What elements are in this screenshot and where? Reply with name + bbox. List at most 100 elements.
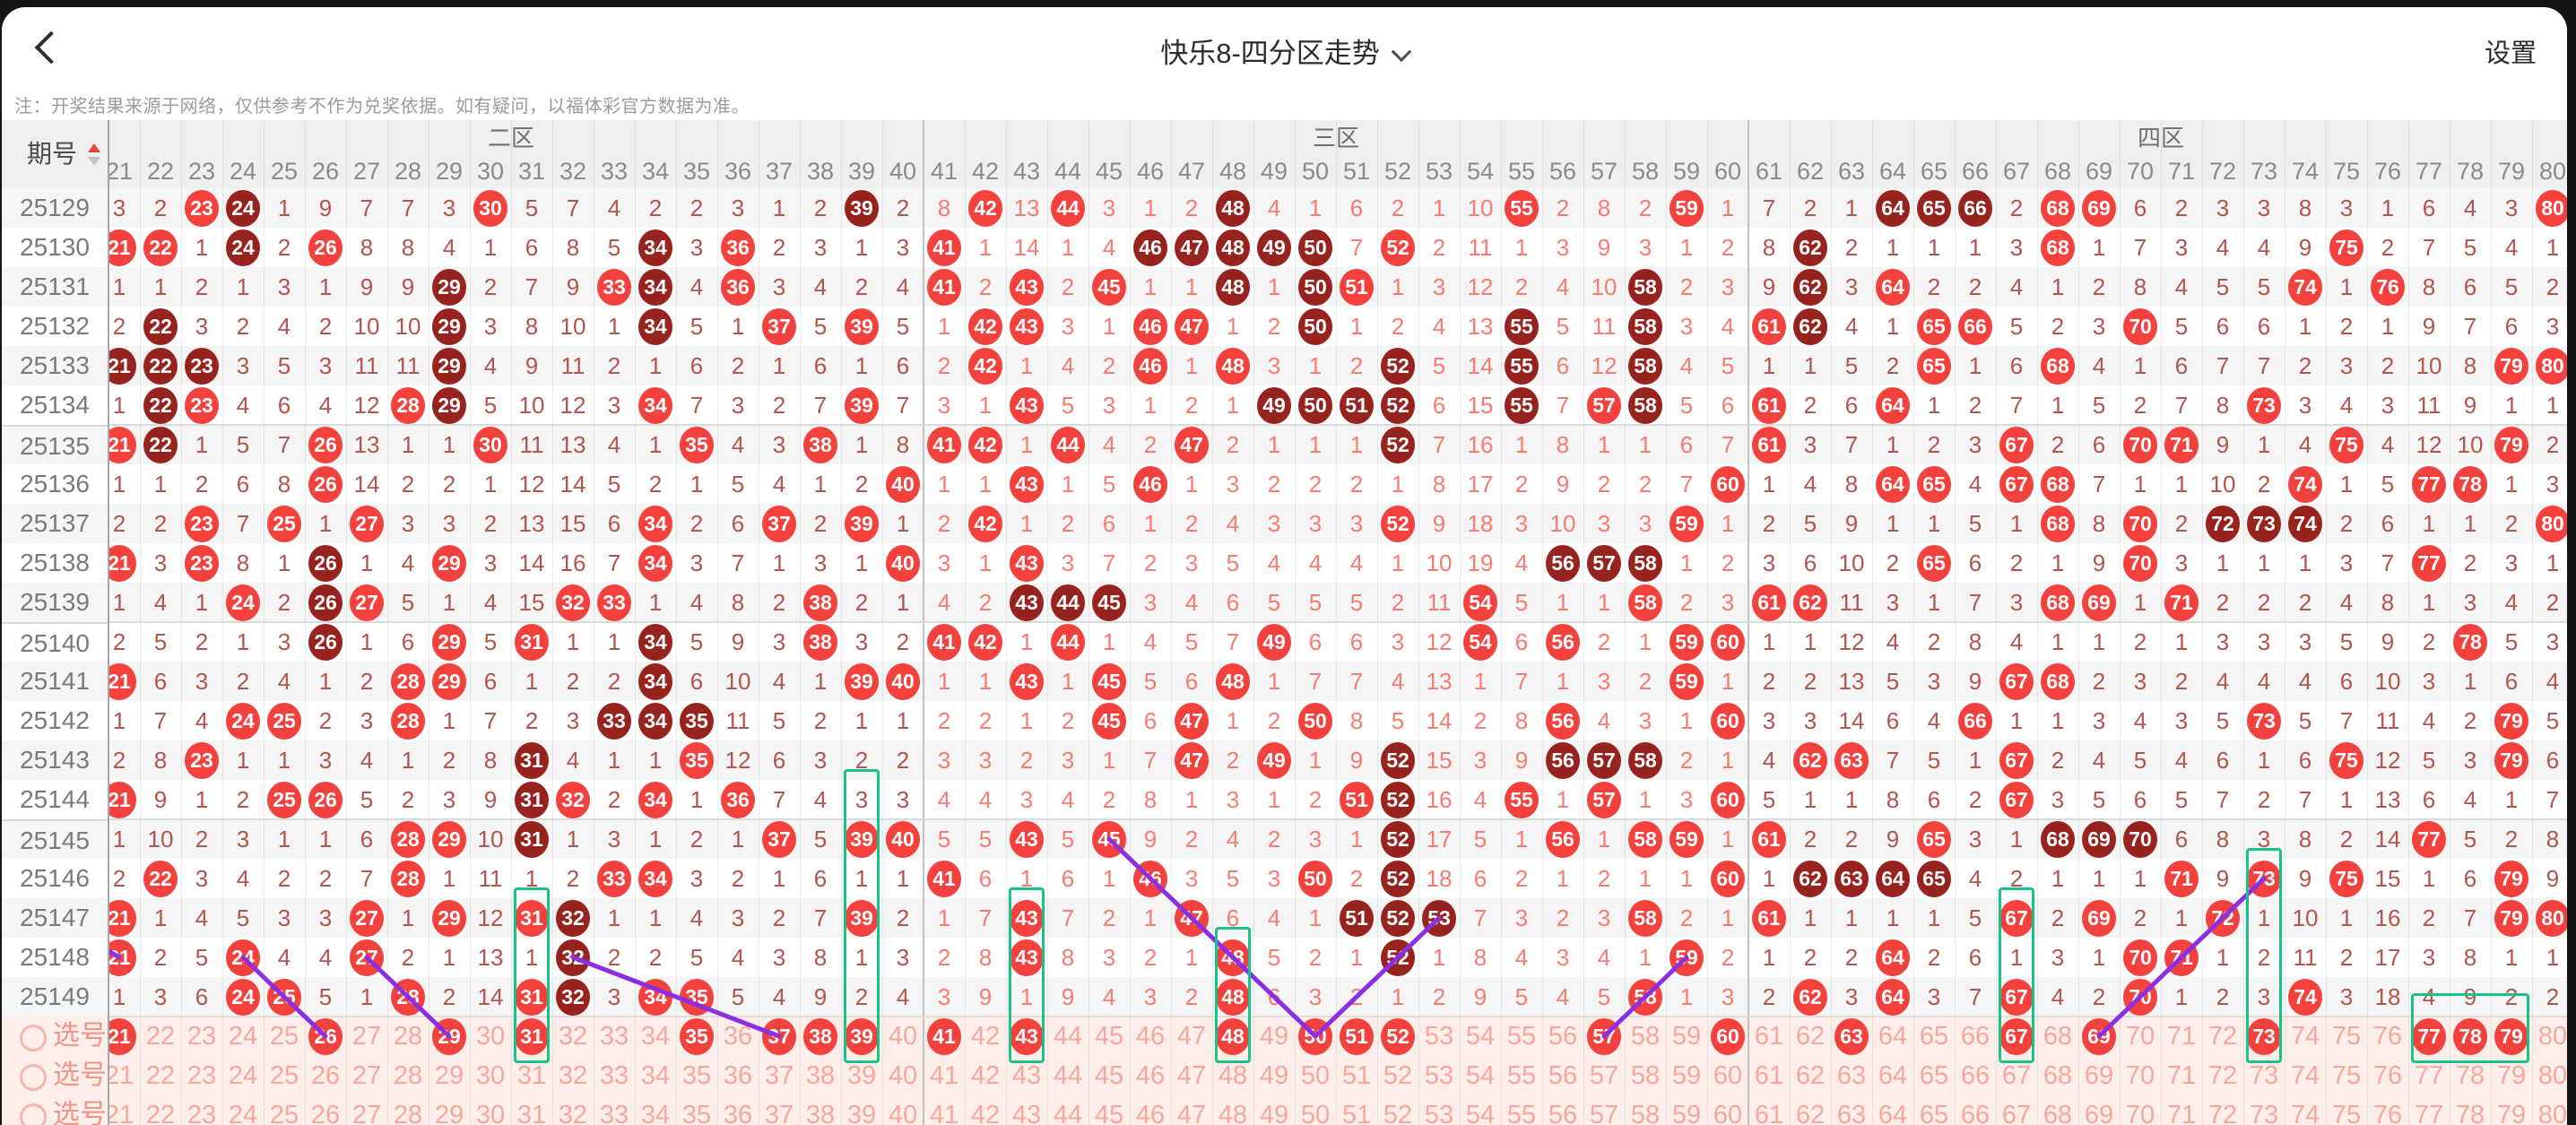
selectable-number-76[interactable]: 76 [2372,1022,2403,1051]
selectable-number-69[interactable]: 69 [2084,1061,2114,1090]
selectable-number-69[interactable]: 69 [2084,1101,2114,1125]
selectable-number-49[interactable]: 49 [1259,1022,1289,1051]
selected-ball-50[interactable]: 50 [1298,1017,1332,1055]
selectable-number-41[interactable]: 41 [929,1061,959,1090]
selectable-number-77[interactable]: 77 [2414,1101,2444,1125]
selectable-number-28[interactable]: 28 [393,1061,423,1090]
selectable-number-56[interactable]: 56 [1548,1022,1578,1051]
selectable-number-78[interactable]: 78 [2455,1101,2485,1125]
selected-ball-60[interactable]: 60 [1711,1017,1745,1055]
selectable-number-39[interactable]: 39 [846,1061,877,1090]
selectable-number-29[interactable]: 29 [434,1101,464,1125]
selected-ball-29[interactable]: 29 [432,1017,466,1055]
selectable-number-21[interactable]: 21 [104,1101,134,1125]
selectable-number-56[interactable]: 56 [1548,1101,1578,1125]
selectable-number-72[interactable]: 72 [2207,1022,2238,1051]
selectable-number-76[interactable]: 76 [2372,1061,2403,1090]
selectable-number-25[interactable]: 25 [269,1061,299,1090]
selectable-number-34[interactable]: 34 [640,1061,671,1090]
selectable-number-23[interactable]: 23 [186,1022,217,1051]
selectable-number-59[interactable]: 59 [1671,1101,1702,1125]
selectable-number-46[interactable]: 46 [1135,1101,1166,1125]
selected-ball-37[interactable]: 37 [762,1017,796,1055]
selectable-number-23[interactable]: 23 [186,1061,217,1090]
selectable-number-72[interactable]: 72 [2207,1101,2238,1125]
selectable-number-57[interactable]: 57 [1589,1061,1619,1090]
selected-ball-41[interactable]: 41 [927,1017,961,1055]
selectable-number-30[interactable]: 30 [475,1061,506,1090]
selectable-number-40[interactable]: 40 [888,1061,918,1090]
selectable-number-21[interactable]: 21 [104,1061,134,1090]
selectable-number-63[interactable]: 63 [1836,1101,1867,1125]
selectable-number-32[interactable]: 32 [558,1101,588,1125]
selectable-number-71[interactable]: 71 [2166,1061,2197,1090]
selectable-number-28[interactable]: 28 [393,1101,423,1125]
selectable-number-51[interactable]: 51 [1341,1061,1372,1090]
selectable-number-68[interactable]: 68 [2043,1101,2073,1125]
selection-label[interactable]: 选号 [53,1060,107,1090]
selected-ball-67[interactable]: 67 [1999,1017,2034,1055]
selectable-number-35[interactable]: 35 [681,1101,712,1125]
selected-ball-31[interactable]: 31 [515,1017,549,1055]
selectable-number-35[interactable]: 35 [681,1061,712,1090]
selected-ball-63[interactable]: 63 [1834,1017,1869,1055]
selectable-number-27[interactable]: 27 [351,1101,382,1125]
selectable-number-54[interactable]: 54 [1465,1022,1496,1051]
selectable-number-32[interactable]: 32 [558,1061,588,1090]
selectable-number-27[interactable]: 27 [351,1022,382,1051]
selectable-number-33[interactable]: 33 [599,1061,629,1090]
selected-ball-38[interactable]: 38 [803,1017,837,1055]
selected-ball-79[interactable]: 79 [2494,1017,2528,1055]
selectable-number-55[interactable]: 55 [1506,1061,1537,1090]
selectable-number-76[interactable]: 76 [2372,1101,2403,1125]
selectable-number-65[interactable]: 65 [1919,1061,1949,1090]
selectable-number-37[interactable]: 37 [764,1101,794,1125]
selectable-number-68[interactable]: 68 [2043,1022,2073,1051]
selectable-number-80[interactable]: 80 [2537,1061,2567,1090]
selectable-number-58[interactable]: 58 [1630,1061,1661,1090]
selectable-number-79[interactable]: 79 [2496,1101,2527,1125]
selectable-number-25[interactable]: 25 [269,1022,299,1051]
selectable-number-37[interactable]: 37 [764,1061,794,1090]
selectable-number-43[interactable]: 43 [1011,1061,1042,1090]
selectable-number-65[interactable]: 65 [1919,1022,1949,1051]
selectable-number-34[interactable]: 34 [640,1101,671,1125]
selectable-number-54[interactable]: 54 [1465,1101,1496,1125]
selectable-number-55[interactable]: 55 [1506,1022,1537,1051]
selectable-number-71[interactable]: 71 [2166,1022,2197,1051]
selectable-number-52[interactable]: 52 [1383,1101,1413,1125]
settings-button[interactable]: 设置 [2484,39,2537,68]
selectable-number-38[interactable]: 38 [805,1101,836,1125]
selectable-number-44[interactable]: 44 [1053,1022,1083,1051]
selectable-number-44[interactable]: 44 [1053,1101,1083,1125]
selectable-number-36[interactable]: 36 [723,1061,753,1090]
selectable-number-79[interactable]: 79 [2496,1061,2527,1090]
selectable-number-39[interactable]: 39 [846,1101,877,1125]
selectable-number-47[interactable]: 47 [1176,1061,1207,1090]
selectable-number-74[interactable]: 74 [2290,1101,2320,1125]
selectable-number-66[interactable]: 66 [1960,1101,1991,1125]
selected-ball-69[interactable]: 69 [2082,1017,2116,1055]
selectable-number-66[interactable]: 66 [1960,1061,1991,1090]
selectable-number-59[interactable]: 59 [1671,1022,1702,1051]
selectable-number-64[interactable]: 64 [1878,1101,1908,1125]
selectable-number-22[interactable]: 22 [145,1061,176,1090]
selectable-number-45[interactable]: 45 [1094,1061,1124,1090]
selectable-number-22[interactable]: 22 [145,1022,176,1051]
selection-radio[interactable] [20,1025,47,1051]
selectable-number-75[interactable]: 75 [2331,1061,2362,1090]
selectable-number-48[interactable]: 48 [1218,1101,1248,1125]
selected-ball-78[interactable]: 78 [2453,1017,2487,1055]
selection-label[interactable]: 选号 [53,1021,107,1051]
selectable-number-32[interactable]: 32 [558,1022,588,1051]
selectable-number-51[interactable]: 51 [1341,1101,1372,1125]
selected-ball-43[interactable]: 43 [1010,1017,1044,1055]
selectable-number-54[interactable]: 54 [1465,1061,1496,1090]
selectable-number-73[interactable]: 73 [2249,1061,2279,1090]
selectable-number-23[interactable]: 23 [186,1101,217,1125]
selectable-number-74[interactable]: 74 [2290,1061,2320,1090]
selectable-number-61[interactable]: 61 [1754,1101,1784,1125]
selectable-number-47[interactable]: 47 [1176,1022,1207,1051]
selectable-number-63[interactable]: 63 [1836,1061,1867,1090]
selectable-number-60[interactable]: 60 [1713,1101,1743,1125]
